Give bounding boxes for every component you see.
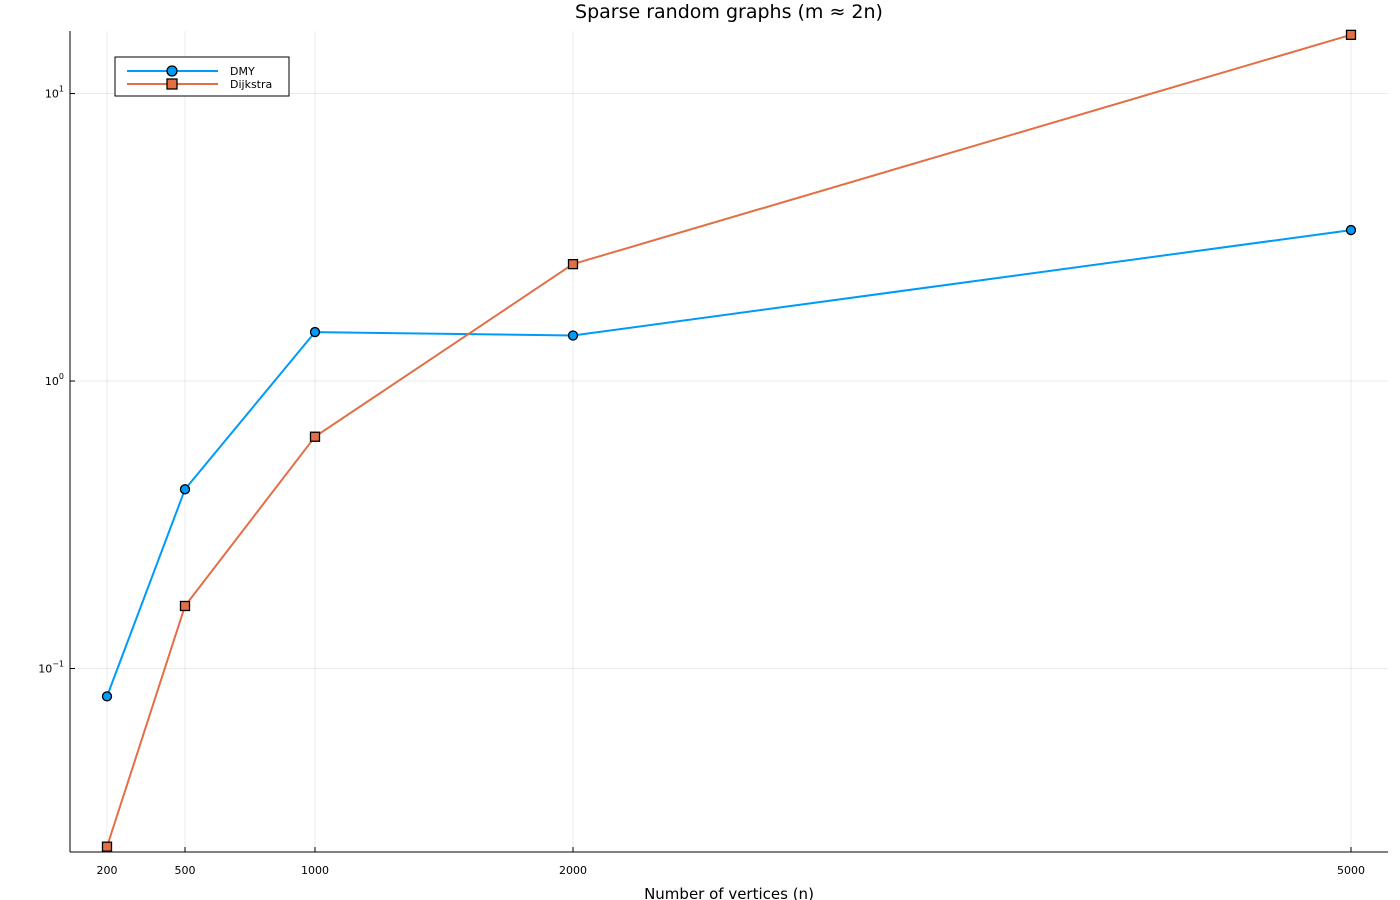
data-point-dmy (1345, 224, 1357, 236)
x-ticks: 200 500 1000 2000 5000 (97, 847, 1365, 877)
legend-label-dijkstra: Dijkstra (230, 78, 272, 91)
chart-title: Sparse random graphs (m ≈ 2n) (575, 1, 883, 23)
legend-marker-dijkstra (166, 78, 178, 90)
series (101, 29, 1357, 852)
x-tick-label: 5000 (1337, 864, 1365, 877)
data-point-dijkstra (179, 600, 191, 612)
data-point-dijkstra (101, 841, 113, 852)
legend-label-dmy: DMY (230, 65, 255, 78)
legend-marker-dmy (166, 65, 178, 77)
data-point-dmy (309, 326, 321, 338)
legend-box (114, 56, 290, 97)
data-point-dijkstra (309, 431, 321, 442)
axes (69, 31, 1388, 853)
legend: DMY Dijkstra (114, 56, 290, 97)
x-tick-label: 200 (97, 864, 118, 877)
data-point-dmy (101, 691, 113, 702)
data-point-dijkstra (1345, 29, 1357, 40)
data-point-dijkstra (567, 258, 579, 270)
x-axis-title: Number of vertices (n) (644, 885, 814, 900)
x-tick-label: 500 (175, 864, 196, 877)
grid (70, 31, 1388, 852)
x-tick-label: 1000 (301, 864, 329, 877)
data-point-dmy (179, 484, 191, 495)
data-point-dmy (567, 330, 579, 341)
x-tick-label: 2000 (559, 864, 587, 877)
